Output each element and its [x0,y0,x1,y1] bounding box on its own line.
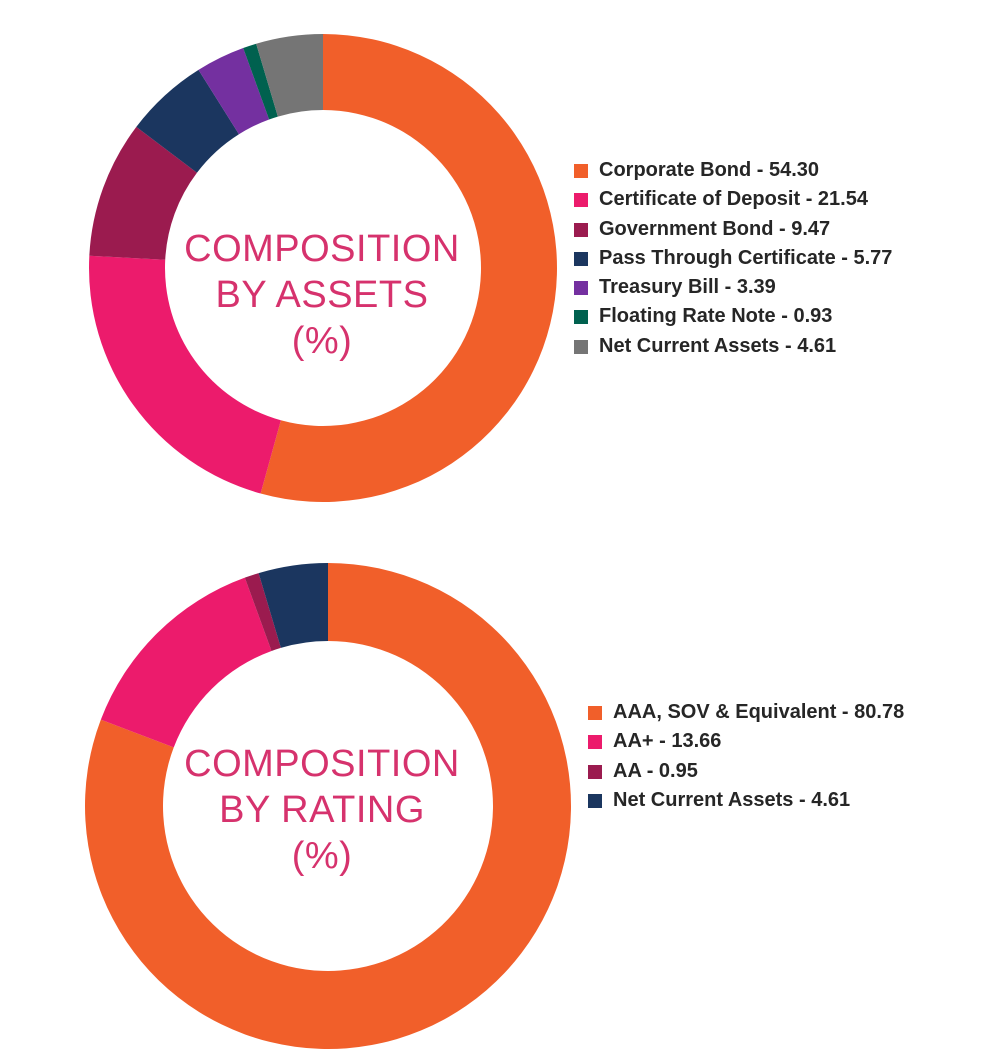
legend-label: Certificate of Deposit - 21.54 [599,188,868,211]
assets-title-line-3: (%) [291,320,353,362]
legend-swatch [574,310,588,325]
assets-title-line-2: BY ASSETS [215,274,429,316]
assets-title-line-1: COMPOSITION [184,228,460,270]
donut-slice-aa [244,573,281,651]
legend-swatch [574,281,588,296]
legend-label: Treasury Bill - 3.39 [599,276,776,299]
donut-slice-certificate-of-deposit [88,255,281,494]
legend-item: AAA, SOV & Equivalent - 80.78 [588,698,918,727]
donut-slice-floating-rate-note [243,43,278,120]
legend-item: Net Current Assets - 4.61 [574,332,974,361]
legend-item: Certificate of Deposit - 21.54 [574,185,974,214]
legend-swatch [588,793,602,808]
legend-item: Pass Through Certificate - 5.77 [574,244,974,273]
legend-swatch [574,164,588,178]
donut-slice-pass-through-certificate [136,69,239,173]
legend-item: Floating Rate Note - 0.93 [574,302,974,331]
legend-swatch [574,339,588,354]
legend-swatch [574,251,588,266]
legend-swatch [588,706,602,720]
legend-label: Net Current Assets - 4.61 [599,334,837,357]
legend-swatch [588,735,602,750]
legend-swatch [574,222,588,237]
donut-slice-aaa-sov-equivalent [84,563,571,1049]
assets-legend: Corporate Bond - 54.30 Certificate of De… [574,156,974,361]
legend-label: Floating Rate Note - 0.93 [599,305,833,328]
rating-title-line-1: COMPOSITION [184,743,460,785]
assets-center-title: COMPOSITION BY ASSETS (%) [172,226,472,364]
legend-label: Net Current Assets - 4.61 [613,788,851,811]
legend-label: AA - 0.95 [613,759,698,782]
legend-label: AAA, SOV & Equivalent - 80.78 [613,701,905,723]
legend-item: Net Current Assets - 4.61 [588,786,918,815]
legend-item: AA - 0.95 [588,757,918,786]
assets-chart: COMPOSITION BY ASSETS (%) Corporate Bond… [0,0,991,520]
rating-legend: AAA, SOV & Equivalent - 80.78 AA+ - 13.6… [588,698,918,815]
legend-label: Pass Through Certificate - 5.77 [599,246,893,269]
legend-label: Corporate Bond - 54.30 [599,159,820,181]
rating-title-line-2: BY RATING [219,789,425,831]
legend-item: Corporate Bond - 54.30 [574,156,974,185]
donut-slice-treasury-bill [198,48,270,135]
legend-item: Government Bond - 9.47 [574,215,974,244]
legend-label: AA+ - 13.66 [613,730,722,753]
donut-slice-aa [100,577,272,748]
legend-label: Government Bond - 9.47 [599,217,831,240]
legend-item: AA+ - 13.66 [588,727,918,756]
donut-slice-net-current-assets [256,34,323,117]
assets-donut [88,34,557,502]
rating-chart: COMPOSITION BY RATING (%) AAA, SOV & Equ… [0,520,991,1062]
legend-swatch [588,764,602,779]
donut-slice-government-bond [89,126,197,260]
rating-center-title: COMPOSITION BY RATING (%) [172,741,472,879]
legend-swatch [574,193,588,208]
donut-slice-corporate-bond [260,34,557,502]
rating-donut [84,563,571,1049]
rating-title-line-3: (%) [291,835,353,877]
legend-item: Treasury Bill - 3.39 [574,273,974,302]
donut-slice-net-current-assets [258,563,328,648]
